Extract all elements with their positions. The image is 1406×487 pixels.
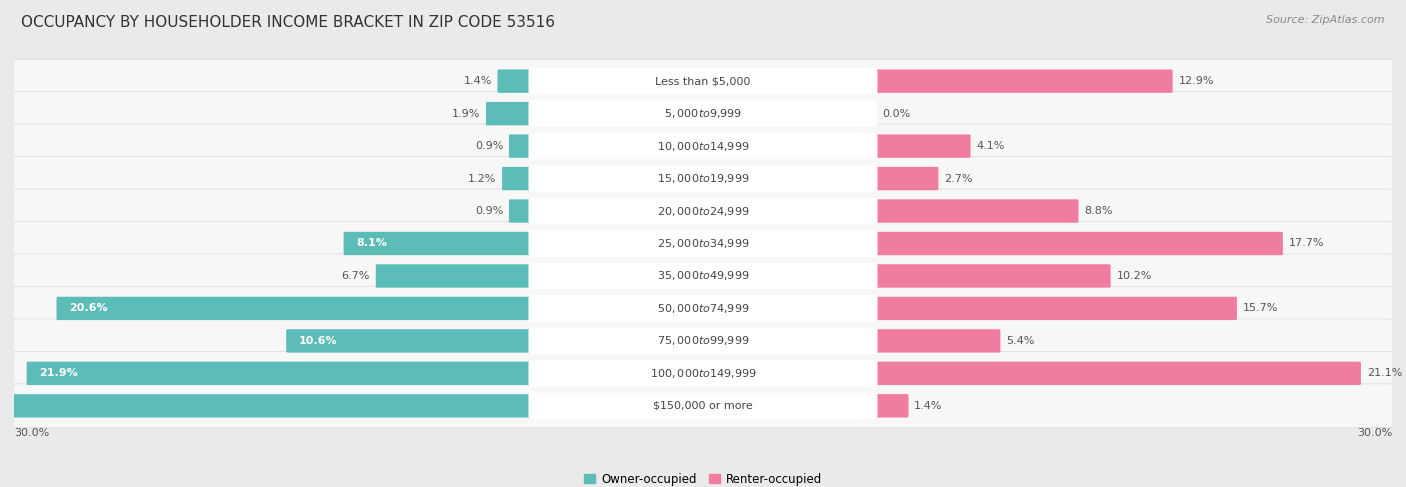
FancyBboxPatch shape: [529, 165, 877, 192]
Text: $5,000 to $9,999: $5,000 to $9,999: [664, 107, 742, 120]
FancyBboxPatch shape: [875, 167, 938, 190]
Text: 10.6%: 10.6%: [299, 336, 337, 346]
FancyBboxPatch shape: [875, 394, 908, 417]
FancyBboxPatch shape: [529, 393, 877, 419]
Text: 0.0%: 0.0%: [882, 109, 910, 119]
FancyBboxPatch shape: [13, 189, 1393, 233]
Text: 1.4%: 1.4%: [914, 401, 942, 411]
FancyBboxPatch shape: [529, 360, 877, 387]
Text: $75,000 to $99,999: $75,000 to $99,999: [657, 335, 749, 347]
FancyBboxPatch shape: [13, 384, 1393, 428]
FancyBboxPatch shape: [498, 70, 531, 93]
FancyBboxPatch shape: [529, 100, 877, 127]
FancyBboxPatch shape: [0, 394, 531, 417]
Text: OCCUPANCY BY HOUSEHOLDER INCOME BRACKET IN ZIP CODE 53516: OCCUPANCY BY HOUSEHOLDER INCOME BRACKET …: [21, 15, 555, 30]
Text: 10.2%: 10.2%: [1116, 271, 1152, 281]
Text: 20.6%: 20.6%: [69, 303, 108, 314]
Text: Source: ZipAtlas.com: Source: ZipAtlas.com: [1267, 15, 1385, 25]
Text: $20,000 to $24,999: $20,000 to $24,999: [657, 205, 749, 218]
FancyBboxPatch shape: [509, 199, 531, 223]
FancyBboxPatch shape: [529, 198, 877, 225]
FancyBboxPatch shape: [875, 232, 1282, 255]
FancyBboxPatch shape: [875, 329, 1001, 353]
FancyBboxPatch shape: [875, 264, 1111, 288]
FancyBboxPatch shape: [529, 230, 877, 257]
FancyBboxPatch shape: [13, 352, 1393, 395]
FancyBboxPatch shape: [13, 92, 1393, 135]
FancyBboxPatch shape: [875, 362, 1361, 385]
Text: 17.7%: 17.7%: [1289, 239, 1324, 248]
Text: Less than $5,000: Less than $5,000: [655, 76, 751, 86]
Text: $15,000 to $19,999: $15,000 to $19,999: [657, 172, 749, 185]
Text: $10,000 to $14,999: $10,000 to $14,999: [657, 140, 749, 152]
Text: $100,000 to $149,999: $100,000 to $149,999: [650, 367, 756, 380]
FancyBboxPatch shape: [13, 157, 1393, 201]
Text: 1.4%: 1.4%: [464, 76, 492, 86]
FancyBboxPatch shape: [375, 264, 531, 288]
FancyBboxPatch shape: [875, 199, 1078, 223]
Text: 21.1%: 21.1%: [1367, 368, 1402, 378]
FancyBboxPatch shape: [875, 134, 970, 158]
Text: 12.9%: 12.9%: [1178, 76, 1213, 86]
FancyBboxPatch shape: [27, 362, 531, 385]
FancyBboxPatch shape: [343, 232, 531, 255]
Text: $150,000 or more: $150,000 or more: [654, 401, 752, 411]
Text: 6.7%: 6.7%: [342, 271, 370, 281]
Text: 30.0%: 30.0%: [14, 429, 49, 438]
Text: 8.1%: 8.1%: [356, 239, 387, 248]
FancyBboxPatch shape: [56, 297, 531, 320]
FancyBboxPatch shape: [287, 329, 531, 353]
FancyBboxPatch shape: [13, 124, 1393, 168]
Text: $25,000 to $34,999: $25,000 to $34,999: [657, 237, 749, 250]
FancyBboxPatch shape: [509, 134, 531, 158]
FancyBboxPatch shape: [529, 262, 877, 289]
Text: 1.9%: 1.9%: [451, 109, 481, 119]
FancyBboxPatch shape: [486, 102, 531, 125]
FancyBboxPatch shape: [875, 297, 1237, 320]
FancyBboxPatch shape: [529, 295, 877, 322]
Text: $35,000 to $49,999: $35,000 to $49,999: [657, 269, 749, 282]
Text: 2.7%: 2.7%: [945, 173, 973, 184]
FancyBboxPatch shape: [529, 68, 877, 94]
Text: 0.9%: 0.9%: [475, 206, 503, 216]
Text: 5.4%: 5.4%: [1007, 336, 1035, 346]
FancyBboxPatch shape: [529, 328, 877, 354]
Text: $50,000 to $74,999: $50,000 to $74,999: [657, 302, 749, 315]
Text: 1.2%: 1.2%: [468, 173, 496, 184]
FancyBboxPatch shape: [502, 167, 531, 190]
Text: 4.1%: 4.1%: [976, 141, 1005, 151]
FancyBboxPatch shape: [13, 254, 1393, 298]
Text: 0.9%: 0.9%: [475, 141, 503, 151]
FancyBboxPatch shape: [13, 222, 1393, 265]
FancyBboxPatch shape: [13, 319, 1393, 363]
Text: 8.8%: 8.8%: [1084, 206, 1112, 216]
FancyBboxPatch shape: [875, 70, 1173, 93]
Legend: Owner-occupied, Renter-occupied: Owner-occupied, Renter-occupied: [583, 472, 823, 486]
Text: 15.7%: 15.7%: [1243, 303, 1278, 314]
Text: 21.9%: 21.9%: [39, 368, 79, 378]
FancyBboxPatch shape: [13, 286, 1393, 330]
Text: 30.0%: 30.0%: [1357, 429, 1392, 438]
FancyBboxPatch shape: [529, 133, 877, 159]
FancyBboxPatch shape: [13, 59, 1393, 103]
